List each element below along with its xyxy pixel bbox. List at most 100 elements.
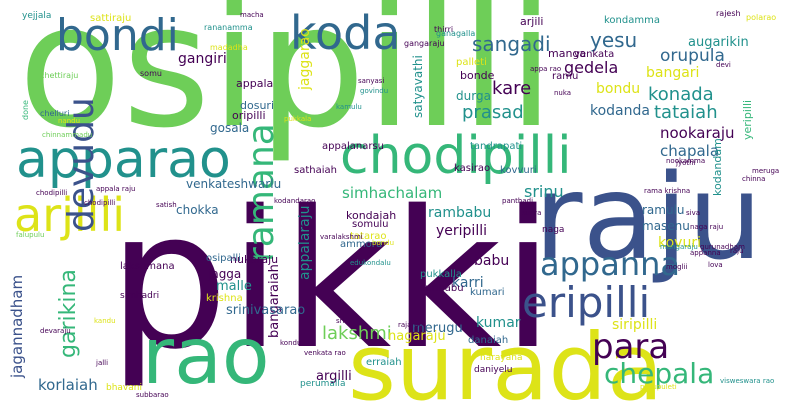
word: krishna xyxy=(206,293,243,304)
word: pukkalla xyxy=(420,269,462,280)
word: chelluri xyxy=(40,109,70,118)
word: satish xyxy=(156,201,177,209)
word: bangaraiah xyxy=(267,264,282,338)
word: chodipilli xyxy=(36,189,68,197)
word: appalanarsu xyxy=(322,141,384,152)
word: kumar xyxy=(476,315,521,331)
word: venkata xyxy=(574,49,615,60)
word: gurunadham xyxy=(700,243,745,251)
word: rajesh xyxy=(716,9,741,18)
word: durga xyxy=(456,89,491,103)
word: oripilli xyxy=(232,109,266,122)
word: chettiraju xyxy=(40,71,79,80)
word: devi xyxy=(716,61,731,69)
word: kare xyxy=(492,78,532,99)
word: edukondalu xyxy=(350,259,391,267)
word: ramulu xyxy=(642,203,685,217)
word: appa rao xyxy=(530,65,562,73)
word: surada xyxy=(348,314,664,405)
word: yesu xyxy=(590,28,638,52)
word: nandu xyxy=(58,117,81,125)
word: appanna xyxy=(690,249,721,257)
word: argilli xyxy=(316,369,352,384)
word: siripilli xyxy=(612,317,658,333)
word: pikki xyxy=(108,170,555,391)
word: kondu xyxy=(280,339,302,347)
word: kondaiah xyxy=(346,209,397,222)
word: palleti xyxy=(456,57,487,68)
word: bondu xyxy=(372,239,395,247)
word: narayana xyxy=(480,353,523,363)
word: kumari xyxy=(470,287,505,298)
word: tataiah xyxy=(654,102,718,123)
word: visweswara rao xyxy=(720,377,775,385)
word: kandu xyxy=(94,317,116,325)
word: mangaraju xyxy=(660,243,698,251)
word: thirri xyxy=(434,25,454,34)
word: ammoru xyxy=(340,239,383,250)
word: srinivasarao xyxy=(226,303,306,318)
word: appanna xyxy=(540,245,681,283)
word: karri xyxy=(452,275,484,291)
word: rananamma xyxy=(204,23,253,32)
word: somu xyxy=(140,69,162,78)
word: lakshmi xyxy=(322,323,392,344)
word: appalaraju xyxy=(297,205,313,281)
word: chinnammadu xyxy=(42,131,93,139)
word: babu xyxy=(474,253,510,269)
word: rao xyxy=(142,312,270,402)
word: kamulu xyxy=(336,103,362,111)
word: kovuri xyxy=(658,235,701,251)
word: raju xyxy=(730,247,744,255)
word: jagga xyxy=(208,267,242,281)
word: yeripilli xyxy=(436,223,487,239)
word: perumalla xyxy=(300,379,346,389)
word: yeripilli xyxy=(741,99,754,140)
word: tatarao xyxy=(350,231,387,242)
word: satyavathi xyxy=(411,55,425,118)
word: daniyelu xyxy=(474,365,513,375)
word: appala raju xyxy=(96,185,136,193)
word: chepala xyxy=(604,357,715,390)
word: bonde xyxy=(460,69,495,82)
word: chapala xyxy=(660,142,720,160)
word: dosuri xyxy=(240,99,274,112)
word: augarikin xyxy=(688,35,749,50)
word: naga raju xyxy=(690,223,724,231)
word: chokka xyxy=(176,203,219,217)
word: para xyxy=(592,327,670,367)
word: pukkala xyxy=(284,115,312,123)
word: ramana xyxy=(241,123,282,262)
word: bondi xyxy=(56,10,179,61)
word: korlaiah xyxy=(38,376,98,394)
word: venkata rao xyxy=(304,349,346,357)
word: subbarao xyxy=(136,391,169,399)
word: sanyasi xyxy=(358,77,385,85)
word: koda xyxy=(290,6,401,60)
word: jyothi xyxy=(676,159,696,167)
word: manga xyxy=(548,47,587,60)
word: raju xyxy=(534,148,763,286)
word: gedela xyxy=(564,58,619,77)
word: devaraju xyxy=(40,327,71,335)
word: erraiah xyxy=(366,357,402,368)
word: simhachalam xyxy=(342,184,443,202)
word: nookamma xyxy=(666,157,706,165)
word: chinna xyxy=(742,175,766,183)
word: malle xyxy=(216,279,252,294)
word: jalli xyxy=(96,359,109,367)
word: nagaraju xyxy=(388,329,446,344)
word: kodandarao xyxy=(274,197,316,205)
word: kasirao xyxy=(454,163,491,174)
word: srinu xyxy=(524,182,564,201)
word: rajarao xyxy=(398,321,423,329)
word: merugu xyxy=(412,321,463,336)
word: somulu xyxy=(352,219,389,230)
word: sathaiah xyxy=(294,165,337,176)
word: macha xyxy=(240,11,264,19)
word: jaggarao xyxy=(297,28,313,90)
word: ganagalla xyxy=(436,29,476,38)
word: garikina xyxy=(56,269,81,358)
word: kodandam xyxy=(711,138,724,196)
word: chodipilli xyxy=(340,126,572,186)
